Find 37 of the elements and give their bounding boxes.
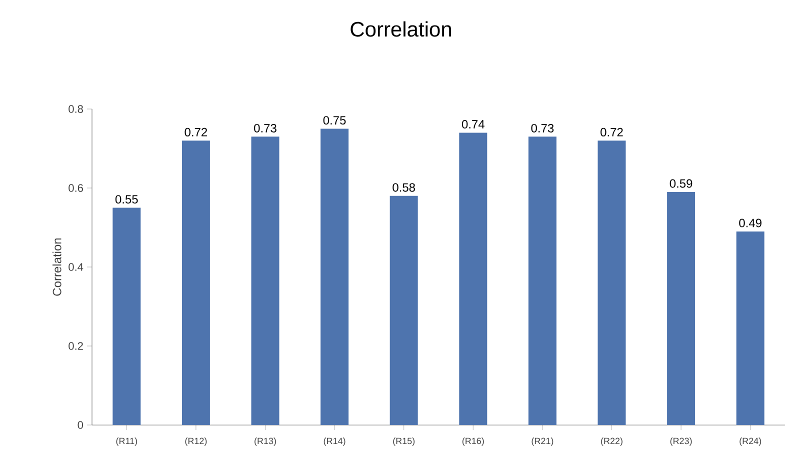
data-label: 0.72 xyxy=(184,128,208,136)
bar xyxy=(112,208,141,425)
chart-title: Correlation xyxy=(350,21,451,37)
x-tick-label: (R23) xyxy=(670,438,692,446)
x-tick-label: (R13) xyxy=(254,438,276,446)
x-tick-label: (R22) xyxy=(601,438,622,446)
y-axis-title: Correlation xyxy=(52,238,62,296)
bar xyxy=(320,128,349,425)
bar xyxy=(251,136,280,425)
data-label: 0.75 xyxy=(323,116,346,125)
bar xyxy=(182,140,210,425)
bar xyxy=(598,140,626,425)
data-label: 0.74 xyxy=(462,120,484,128)
data-label: 0.59 xyxy=(670,179,692,188)
bar xyxy=(390,196,418,425)
x-tick-label: (R16) xyxy=(462,438,484,446)
bar xyxy=(736,231,764,425)
data-label: 0.49 xyxy=(739,218,762,228)
data-label: 0.73 xyxy=(254,124,276,132)
x-tick-label: (R15) xyxy=(393,438,415,446)
data-label: 0.58 xyxy=(392,183,415,192)
y-tick-label: 0.6 xyxy=(68,184,83,192)
data-label: 0.55 xyxy=(115,195,138,204)
bar xyxy=(459,132,488,425)
data-label: 0.73 xyxy=(531,124,554,132)
bar xyxy=(528,136,556,425)
y-tick-label: 0.2 xyxy=(68,342,83,350)
y-tick-label: 0.8 xyxy=(68,105,83,113)
bar xyxy=(667,192,696,425)
data-label: 0.72 xyxy=(600,128,623,136)
y-tick-label: 0 xyxy=(78,421,84,429)
x-tick-label: (R12) xyxy=(185,438,207,446)
y-tick-label: 0.4 xyxy=(68,263,84,271)
x-tick-label: (R24) xyxy=(740,438,762,446)
x-tick-label: (R11) xyxy=(116,438,138,446)
x-tick-label: (R14) xyxy=(324,438,346,446)
x-tick-label: (R21) xyxy=(532,438,554,446)
